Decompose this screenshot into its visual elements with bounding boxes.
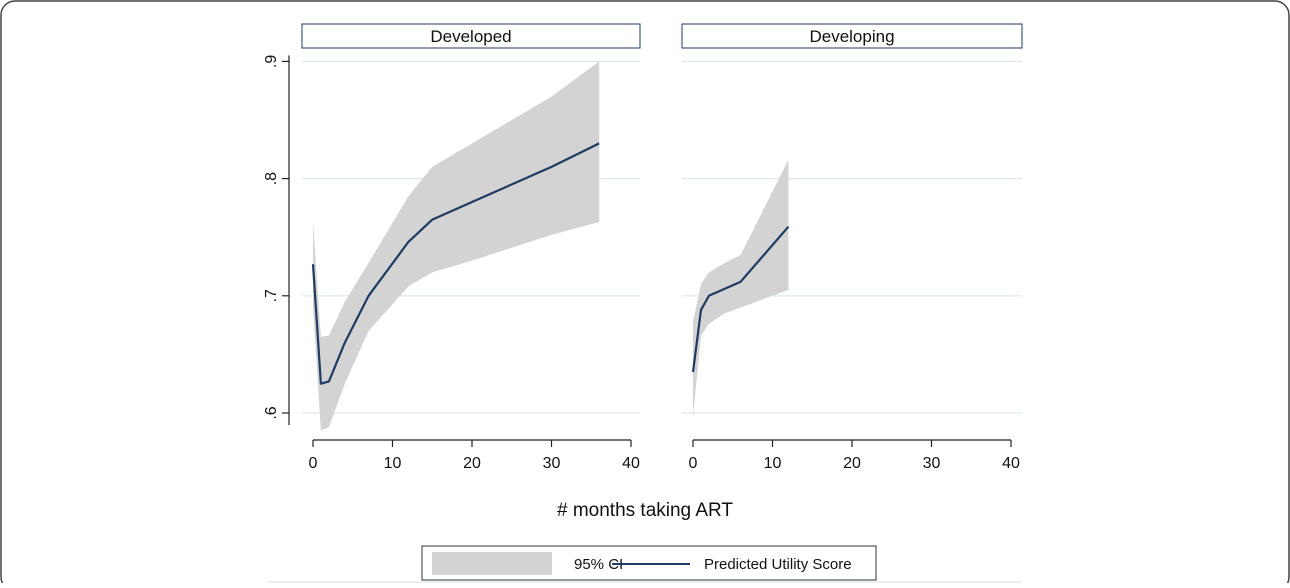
x-tick-label: 30 — [543, 455, 561, 472]
panel-title: Developed — [430, 27, 511, 46]
predicted-line — [691, 225, 790, 373]
x-axis-title: # months taking ART — [557, 500, 733, 521]
x-tick-label: 40 — [1002, 455, 1020, 472]
x-tick-label: 0 — [689, 455, 698, 472]
y-tick-label: .9 — [263, 55, 280, 68]
x-tick-label: 20 — [463, 455, 481, 472]
x-tick-label: 10 — [384, 455, 402, 472]
y-tick-label: .8 — [263, 172, 280, 185]
legend-ci-label: 95% CI — [574, 556, 623, 573]
x-tick-label: 30 — [923, 455, 941, 472]
ci-band — [313, 61, 600, 431]
x-tick-label: 20 — [843, 455, 861, 472]
panel-title-box — [681, 23, 1023, 49]
legend-ci-swatch — [432, 552, 552, 575]
legend-line-label: Predicted Utility Score — [704, 556, 852, 573]
x-tick-label: 10 — [764, 455, 782, 472]
panel-title: Developing — [809, 27, 894, 46]
ci-band — [693, 159, 789, 417]
y-tick-label: .7 — [263, 289, 280, 302]
x-tick-label: 40 — [622, 455, 640, 472]
x-tick-label: 0 — [309, 455, 318, 472]
y-tick-label: .6 — [263, 406, 280, 419]
predicted-line — [311, 142, 600, 385]
panel-title-box — [301, 23, 641, 49]
